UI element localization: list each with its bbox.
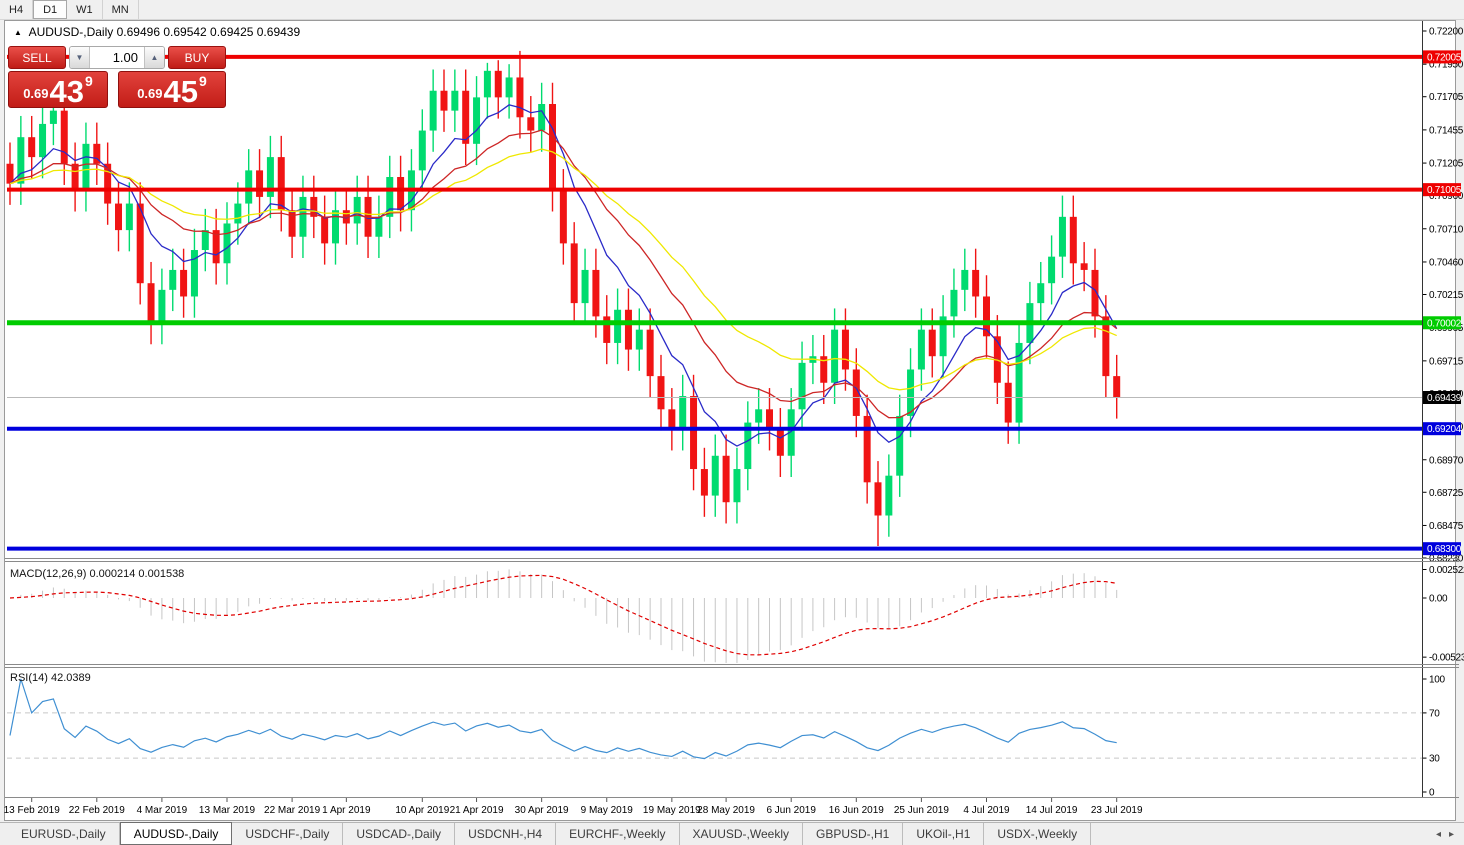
tab-usdx-weekly[interactable]: USDX-,Weekly xyxy=(984,823,1092,845)
rsi-indicator-label: RSI(14) 42.0389 xyxy=(10,672,91,684)
tab-eurchf-weekly[interactable]: EURCHF-,Weekly xyxy=(556,823,680,845)
buy-price-main: 45 xyxy=(163,74,198,109)
buy-price-display[interactable]: 0.69 45 9 xyxy=(118,71,226,108)
chart-ohlc-values: 0.69496 0.69542 0.69425 0.69439 xyxy=(116,25,301,39)
tab-audusd-daily[interactable]: AUDUSD-,Daily xyxy=(119,822,233,845)
tab-xauusd-weekly[interactable]: XAUUSD-,Weekly xyxy=(680,823,803,845)
volume-control: ▼ ▲ xyxy=(69,46,165,69)
volume-increase-button[interactable]: ▲ xyxy=(144,47,164,68)
buy-price-prefix: 0.69 xyxy=(137,86,163,101)
tab-eurusd-daily[interactable]: EURUSD-,Daily xyxy=(8,823,120,845)
macd-values: 0.000214 0.001538 xyxy=(89,568,185,580)
sell-price-prefix: 0.69 xyxy=(23,86,49,101)
tab-usdcnh-h4[interactable]: USDCNH-,H4 xyxy=(455,823,557,845)
chart-symbol-label: AUDUSD-,Daily xyxy=(28,25,114,39)
timeframe-toolbar: H4 D1 W1 MN xyxy=(0,0,1464,20)
timeframe-button-d1[interactable]: D1 xyxy=(33,0,68,19)
sell-price-main: 43 xyxy=(49,74,84,109)
collapse-arrow-icon[interactable]: ▲ xyxy=(14,28,22,37)
tab-usdchf-daily[interactable]: USDCHF-,Daily xyxy=(232,823,344,845)
chart-window xyxy=(4,20,1456,821)
tabs-scroll-right-icon[interactable]: ▸ xyxy=(1448,828,1454,840)
symbol-tab-bar: EURUSD-,Daily AUDUSD-,Daily USDCHF-,Daily U… xyxy=(0,822,1464,845)
tab-gbpusd-h1[interactable]: GBPUSD-,H1 xyxy=(803,823,904,845)
rsi-value: 42.0389 xyxy=(50,672,91,684)
tab-ukoil-h1[interactable]: UKOil-,H1 xyxy=(903,823,985,845)
chart-title: ▲ AUDUSD-,Daily 0.69496 0.69542 0.69425 … xyxy=(14,25,300,39)
timeframe-button-mn[interactable]: MN xyxy=(103,0,139,19)
volume-input[interactable] xyxy=(90,47,144,68)
sell-button[interactable]: SELL xyxy=(8,46,66,69)
sell-price-display[interactable]: 0.69 43 9 xyxy=(8,71,108,108)
rsi-name: RSI(14) xyxy=(10,672,48,684)
buy-button[interactable]: BUY xyxy=(168,46,226,69)
volume-decrease-button[interactable]: ▼ xyxy=(70,47,90,68)
sell-price-pip: 9 xyxy=(85,73,93,89)
tabs-scroll-left-icon[interactable]: ◂ xyxy=(1435,828,1441,840)
macd-indicator-label: MACD(12,26,9) 0.000214 0.001538 xyxy=(10,568,184,580)
timeframe-button-w1[interactable]: W1 xyxy=(67,0,103,19)
buy-price-pip: 9 xyxy=(199,73,207,89)
timeframe-button-h4[interactable]: H4 xyxy=(0,0,34,19)
macd-name: MACD(12,26,9) xyxy=(10,568,87,580)
tab-usdcad-daily[interactable]: USDCAD-,Daily xyxy=(343,823,456,845)
